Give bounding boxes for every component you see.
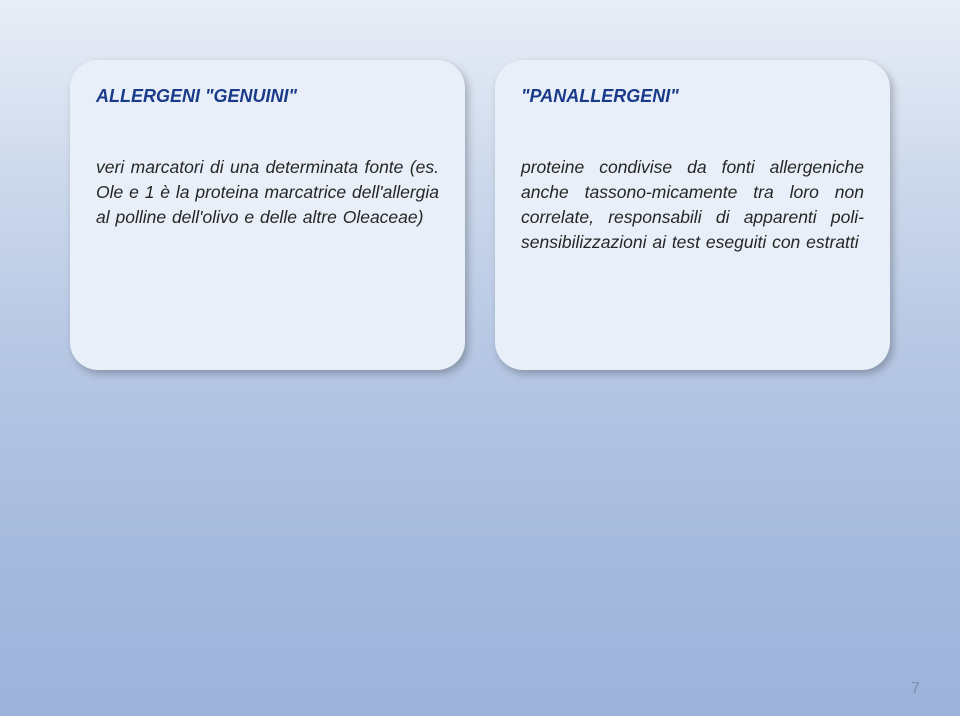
panel-right: "PANALLERGENI" proteine condivise da fon… <box>495 60 890 370</box>
page-number: 7 <box>911 680 920 698</box>
slide-columns: ALLERGENI "GENUINI" veri marcatori di un… <box>70 60 890 370</box>
panel-left-heading: ALLERGENI "GENUINI" <box>96 86 439 107</box>
panel-right-body: proteine condivise da fonti allergeniche… <box>521 155 864 254</box>
panel-right-heading: "PANALLERGENI" <box>521 86 864 107</box>
panel-left-body: veri marcatori di una determinata fonte … <box>96 155 439 230</box>
panel-left: ALLERGENI "GENUINI" veri marcatori di un… <box>70 60 465 370</box>
